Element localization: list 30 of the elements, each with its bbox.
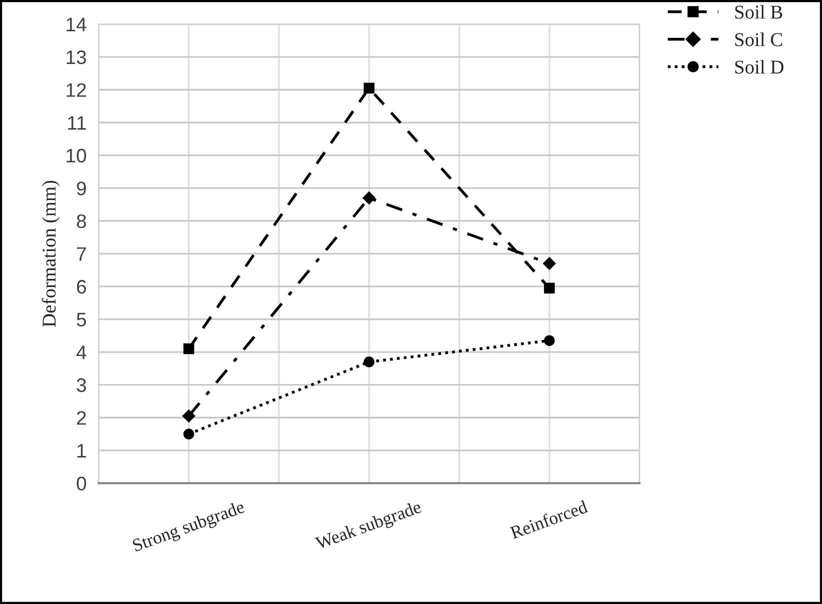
y-tick-label: 7: [77, 247, 86, 261]
point: [364, 82, 374, 94]
y-tick-label: 6: [77, 280, 86, 294]
x-tick-label: Strong subgrade: [132, 500, 246, 556]
legend-label: Soil B: [735, 5, 782, 19]
legend-label: Soil C: [735, 32, 782, 46]
y-tick-label: 5: [76, 312, 86, 326]
point: [183, 343, 194, 354]
y-tick-label: 2: [77, 411, 86, 425]
y-tick-label: 13: [66, 50, 86, 64]
y-tick-label: 3: [76, 378, 86, 392]
point: [182, 410, 196, 422]
point: [183, 428, 194, 440]
y-tick-label: 14: [66, 18, 86, 32]
y-tick-label: 9: [76, 182, 86, 196]
x-tick-label: Weak subgrade: [314, 500, 424, 554]
y-tick-label: 8: [76, 214, 86, 228]
y-tick-label: 10: [66, 148, 86, 163]
y-tick-label: 0: [76, 476, 86, 490]
point: [362, 192, 376, 204]
y-tick-label: 4: [76, 346, 86, 360]
point: [544, 282, 555, 294]
y-axis-title: Deformation (mm): [42, 180, 60, 327]
point: [544, 335, 555, 346]
legend-label: Soil D: [735, 60, 784, 74]
y-tick-label: 12: [66, 83, 86, 97]
point: [542, 257, 556, 270]
y-tick-label: 1: [78, 444, 86, 458]
point: [364, 356, 374, 368]
y-tick-label: 11: [68, 116, 86, 130]
